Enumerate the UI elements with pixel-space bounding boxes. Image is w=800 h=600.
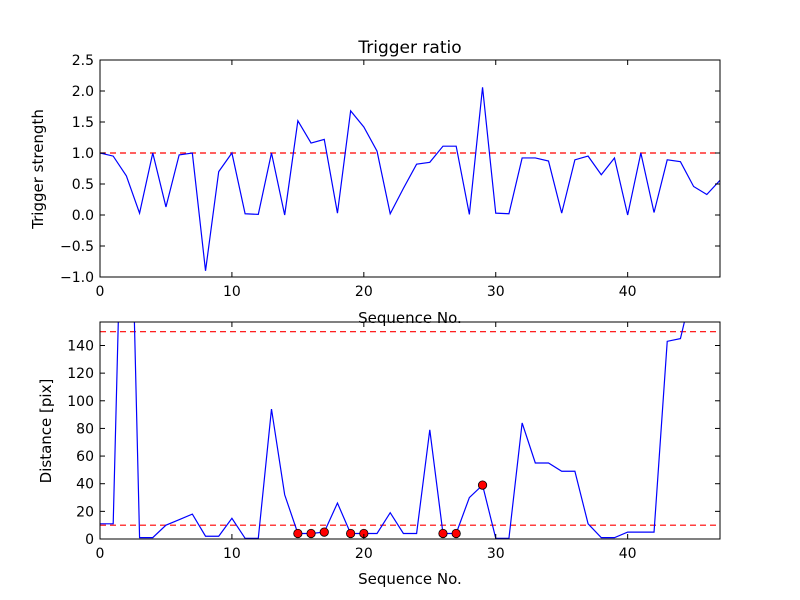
- x-tick-label: 40: [619, 546, 637, 562]
- data-point-marker: [346, 528, 356, 539]
- data-point-marker: [293, 528, 303, 539]
- y-axis-label: Distance [pix]: [37, 379, 55, 484]
- y-tick: 80: [76, 421, 720, 437]
- x-tick: 30: [487, 60, 505, 300]
- distance-ticks: 0 10 20 30 40 0 20 40 60 80 100 120 140: [67, 322, 720, 562]
- x-tick: 40: [619, 60, 637, 300]
- x-tick: 10: [223, 60, 241, 300]
- x-tick: 0: [96, 60, 105, 300]
- data-point-marker: [438, 528, 448, 539]
- y-tick: 0: [85, 532, 720, 548]
- x-axis-label: Sequence No.: [358, 309, 462, 327]
- y-tick-label: 40: [76, 477, 94, 493]
- trigger-ratio-subplot: Trigger ratio 0 10 20 30 40 −1.0 −0.5 0.0 0.5 1.0…: [29, 38, 721, 327]
- y-tick-label: 80: [76, 421, 94, 437]
- x-axis-label: Sequence No.: [358, 570, 462, 588]
- trigger-ticks: 0 10 20 30 40 −1.0 −0.5 0.0 0.5 1.0 1.5 2.0 2.5: [60, 53, 720, 300]
- y-tick: 0.0: [72, 208, 720, 224]
- y-tick-label: 2.0: [72, 84, 94, 100]
- y-tick-label: 1.5: [72, 115, 94, 131]
- x-tick: 10: [223, 322, 241, 562]
- y-tick: 100: [67, 394, 720, 410]
- series-line: [100, 87, 720, 271]
- x-tick: 40: [619, 322, 637, 562]
- y-tick: 1.5: [72, 115, 720, 131]
- x-tick: 30: [487, 322, 505, 562]
- y-tick: 1.0: [72, 146, 720, 162]
- series-line: [100, 322, 685, 539]
- x-tick-label: 0: [96, 284, 105, 300]
- chart-title: Trigger ratio: [357, 38, 461, 58]
- distance-subplot: 0 10 20 30 40 0 20 40 60 80 100 120 140 Sequence No.…: [37, 321, 721, 588]
- y-tick: 60: [76, 449, 720, 465]
- y-tick-label: 0.5: [72, 177, 94, 193]
- y-tick-label: 0.0: [72, 208, 94, 224]
- data-point-marker: [306, 528, 316, 539]
- x-tick-label: 0: [96, 546, 105, 562]
- y-tick: 40: [76, 477, 720, 493]
- data-point-marker: [451, 528, 461, 539]
- y-tick-label: 100: [67, 394, 94, 410]
- y-tick-label: −0.5: [60, 239, 94, 255]
- x-tick-label: 30: [487, 284, 505, 300]
- y-tick-label: 1.0: [72, 146, 94, 162]
- distance-axes-frame: [99, 321, 721, 540]
- data-point-marker: [477, 480, 488, 490]
- x-tick-label: 20: [355, 546, 373, 562]
- x-tick: 20: [355, 60, 373, 300]
- y-tick-label: 120: [67, 366, 94, 382]
- y-tick: 20: [76, 504, 720, 520]
- distance-plot-area: [100, 322, 720, 539]
- y-tick: 2.5: [72, 53, 720, 69]
- y-tick-label: 60: [76, 449, 94, 465]
- x-tick-label: 20: [355, 284, 373, 300]
- y-tick-label: 0: [85, 532, 94, 548]
- x-tick-label: 30: [487, 546, 505, 562]
- x-tick-label: 10: [223, 546, 241, 562]
- y-tick-label: 140: [67, 338, 94, 354]
- y-tick: 140: [67, 338, 720, 354]
- trigger-axes-frame: [99, 59, 721, 278]
- x-tick-label: 10: [223, 284, 241, 300]
- y-tick-label: 20: [76, 504, 94, 520]
- y-tick-label: −1.0: [60, 270, 94, 286]
- y-axis-label: Trigger strength: [29, 109, 47, 230]
- y-tick: 0.5: [72, 177, 720, 193]
- x-tick-label: 40: [619, 284, 637, 300]
- trigger-plot-area: [100, 87, 720, 271]
- x-tick: 0: [96, 322, 105, 562]
- y-tick: −0.5: [60, 239, 720, 255]
- data-point-marker: [319, 527, 329, 537]
- y-tick: −1.0: [60, 270, 720, 286]
- x-tick: 20: [355, 322, 373, 562]
- y-tick: 2.0: [72, 84, 720, 100]
- y-tick-label: 2.5: [72, 53, 94, 69]
- y-tick: 120: [67, 366, 720, 382]
